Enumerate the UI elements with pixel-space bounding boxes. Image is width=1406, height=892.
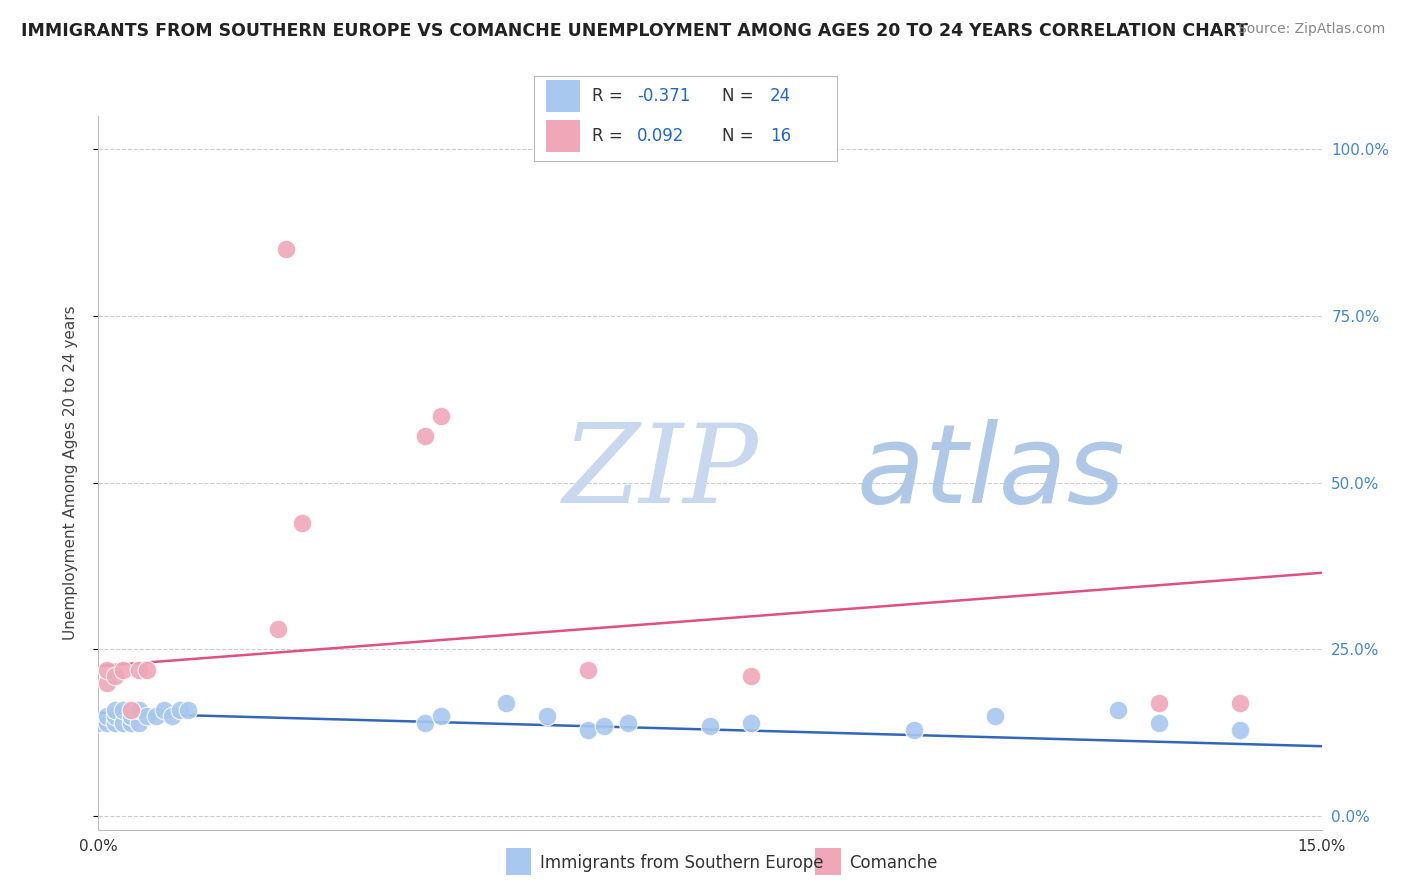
Point [1147,696,1170,710]
Point [1229,696,1251,710]
Point [291,516,314,530]
Text: Immigrants from Southern Europe: Immigrants from Southern Europe [540,854,824,871]
Point [104,702,127,716]
Point [1229,723,1251,737]
Text: Comanche: Comanche [849,854,938,871]
Point [96,709,118,723]
Point [536,709,558,723]
Point [576,723,599,737]
Y-axis label: Unemployment Among Ages 20 to 24 years: Unemployment Among Ages 20 to 24 years [63,305,77,640]
Point [160,709,183,723]
Point [96,676,118,690]
Text: N =: N = [721,87,759,105]
Point [120,702,142,716]
Point [104,669,127,683]
Point [740,715,762,730]
Point [136,709,159,723]
Text: N =: N = [721,127,759,145]
Point [128,663,150,677]
Point [111,702,134,716]
Text: ZIP: ZIP [564,419,759,526]
Text: IMMIGRANTS FROM SOUTHERN EUROPE VS COMANCHE UNEMPLOYMENT AMONG AGES 20 TO 24 YEA: IMMIGRANTS FROM SOUTHERN EUROPE VS COMAN… [21,22,1249,40]
Point [430,709,453,723]
Point [430,409,453,423]
Bar [547,120,579,152]
Point [984,709,1007,723]
Point [104,709,127,723]
Point [177,702,200,716]
Text: R =: R = [592,87,627,105]
Point [111,663,134,677]
Point [136,663,159,677]
Point [87,715,110,730]
Text: atlas: atlas [856,419,1125,526]
Point [128,702,150,716]
Point [576,663,599,677]
Text: R =: R = [592,127,627,145]
Point [145,709,167,723]
Point [104,715,127,730]
Point [617,715,640,730]
Point [274,243,297,257]
Point [1147,715,1170,730]
Point [96,715,118,730]
Bar [547,80,579,112]
Point [120,709,142,723]
Text: Source: ZipAtlas.com: Source: ZipAtlas.com [1237,22,1385,37]
Point [267,623,290,637]
Point [593,719,616,733]
Point [96,663,118,677]
Point [120,715,142,730]
Point [903,723,925,737]
Point [413,429,436,443]
Point [128,715,150,730]
Point [111,715,134,730]
Text: 0.092: 0.092 [637,127,685,145]
Text: 16: 16 [770,127,792,145]
Point [169,702,191,716]
Point [413,715,436,730]
Point [495,696,517,710]
Text: -0.371: -0.371 [637,87,690,105]
Point [699,719,721,733]
Point [740,669,762,683]
Point [152,702,174,716]
Point [1107,702,1129,716]
Text: 24: 24 [770,87,792,105]
